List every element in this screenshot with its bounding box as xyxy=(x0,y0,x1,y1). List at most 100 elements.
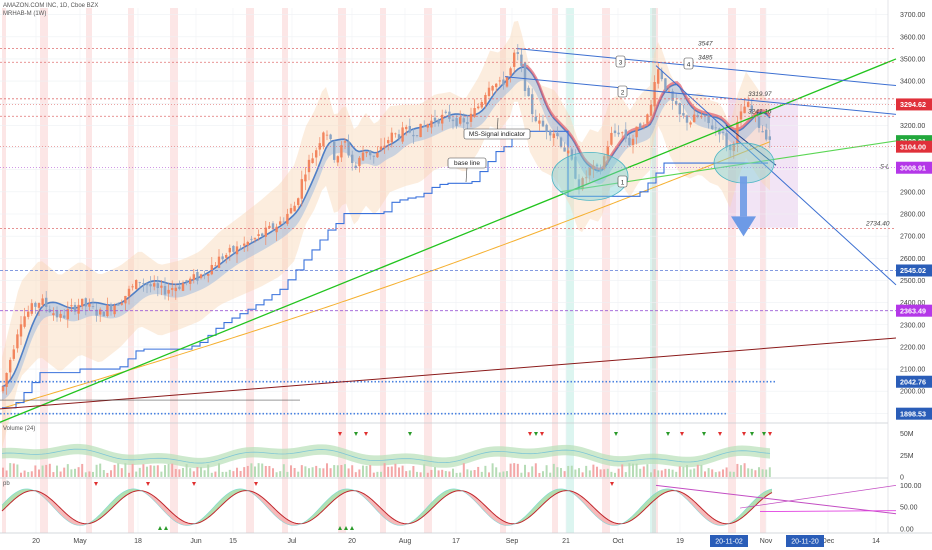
volume-bar xyxy=(542,471,544,477)
volume-signal-icon xyxy=(528,432,532,436)
volume-bar xyxy=(707,468,710,477)
candle-body xyxy=(1,386,5,392)
volume-bar xyxy=(761,469,764,477)
candle-body xyxy=(77,304,80,314)
volume-bar xyxy=(390,466,393,477)
candle-body xyxy=(358,157,361,167)
candle-body xyxy=(257,234,260,237)
volume-bar xyxy=(657,470,660,477)
candle-body xyxy=(225,254,228,258)
volume-bar xyxy=(99,463,102,477)
candle-body xyxy=(261,233,264,236)
candle-body xyxy=(682,113,685,116)
volume-bar xyxy=(279,471,282,477)
volume-bar xyxy=(156,465,159,477)
candle-body xyxy=(642,126,645,128)
candle-body xyxy=(761,131,764,133)
candle-body xyxy=(570,149,573,160)
volume-bar xyxy=(88,471,91,477)
wave-text: 2 xyxy=(621,90,625,97)
volume-bar xyxy=(473,470,476,477)
candle-body xyxy=(102,311,105,317)
volume-signal-icon xyxy=(354,432,358,436)
volume-bar xyxy=(333,465,336,477)
price-badge-3294.62: 3294.62 xyxy=(896,98,932,111)
volume-bar xyxy=(293,468,296,477)
volume-bar xyxy=(138,467,141,477)
volume-bar xyxy=(678,466,681,477)
candle-body xyxy=(156,283,159,289)
volume-bar xyxy=(365,465,368,477)
volume-signal-icon xyxy=(680,432,684,436)
price-tick-label: 3500.00 xyxy=(900,56,925,63)
candle-body xyxy=(732,143,735,152)
osc-tick-label: 50.00 xyxy=(900,505,918,512)
candle-body xyxy=(210,264,213,275)
shade-band-red xyxy=(2,8,6,533)
price-badge-box xyxy=(896,161,932,174)
volume-bar xyxy=(498,472,501,477)
price-badge-3104.00: 3104.00 xyxy=(896,140,932,153)
candle-body xyxy=(523,62,527,92)
volume-bar xyxy=(246,465,249,477)
candle-body xyxy=(757,116,761,128)
green-trendline-short xyxy=(559,140,897,193)
osc-signal-icon xyxy=(94,482,98,486)
volume-bar xyxy=(52,472,55,477)
candle-body xyxy=(574,156,577,179)
candle-body xyxy=(289,208,293,214)
candle-body xyxy=(124,295,127,304)
volume-bar xyxy=(398,467,400,477)
price-tick-label: 2800.00 xyxy=(900,212,925,219)
callout-box xyxy=(463,128,531,140)
candle-body xyxy=(685,115,689,123)
volume-bar xyxy=(300,465,303,477)
candle-body xyxy=(430,120,433,128)
candle-body xyxy=(545,124,548,133)
date-badge-box xyxy=(710,535,748,547)
candle-body xyxy=(491,85,494,91)
volume-bar xyxy=(290,465,292,477)
candle-body xyxy=(113,305,116,315)
candle-body xyxy=(221,256,224,260)
volume-bar xyxy=(308,468,310,477)
volume-bar xyxy=(282,464,285,477)
date-badge-20-11-02: 20-11-02 xyxy=(710,535,748,547)
volume-bar xyxy=(516,463,519,477)
candle-body xyxy=(343,141,347,143)
ma-line-red xyxy=(520,63,771,171)
candle-body xyxy=(27,311,30,317)
candle-body xyxy=(412,134,415,137)
volume-bar xyxy=(527,472,530,477)
x-tick-label: Dec xyxy=(822,538,835,545)
volume-bar xyxy=(387,466,390,477)
volume-bar xyxy=(671,469,674,477)
candle-body xyxy=(426,124,429,128)
candle-body xyxy=(318,143,321,150)
candle-body xyxy=(462,118,465,123)
candle-body xyxy=(325,134,329,136)
candle-body xyxy=(95,309,98,316)
date-badge-text: 20-11-02 xyxy=(715,539,743,546)
x-tick-label: 20 xyxy=(348,538,356,545)
volume-bar xyxy=(214,471,217,477)
volume-bar xyxy=(599,469,602,477)
volume-bar xyxy=(660,470,663,477)
volume-bar xyxy=(635,463,638,477)
volume-bar xyxy=(682,466,685,477)
price-badge-box xyxy=(896,140,932,153)
candle-body xyxy=(538,120,541,124)
candle-body xyxy=(419,123,422,138)
volume-bar xyxy=(110,470,112,477)
candle-body xyxy=(311,158,314,164)
candle-body xyxy=(631,138,635,146)
volume-bar xyxy=(556,467,559,477)
volume-bar xyxy=(488,472,490,477)
volume-bar xyxy=(5,470,8,477)
volume-bar xyxy=(686,464,688,477)
price-badge-box xyxy=(896,375,932,388)
candle-body xyxy=(739,111,743,120)
candle-body xyxy=(678,103,681,115)
candle-body xyxy=(127,288,131,297)
